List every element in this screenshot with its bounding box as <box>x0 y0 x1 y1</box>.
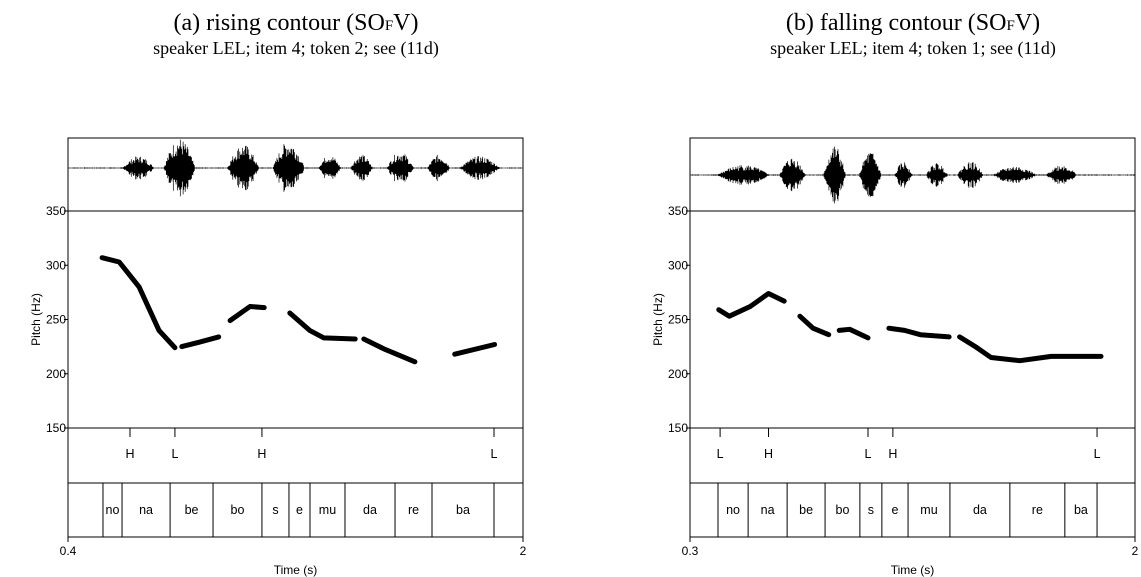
y-tick-label: 350 <box>46 204 66 218</box>
segment-label: be <box>799 503 813 517</box>
chart-title: (a) rising contour (SOFV) <box>174 10 419 36</box>
y-tick-label: 350 <box>668 204 688 218</box>
tone-label: H <box>764 447 773 461</box>
x-tick-label: 0.4 <box>60 544 77 558</box>
title-subscript: F <box>1006 18 1014 34</box>
chart-subtitle: speaker LEL; item 4; token 1; see (11d) <box>770 38 1056 59</box>
chart-subtitle: speaker LEL; item 4; token 2; see (11d) <box>153 38 439 59</box>
segment-label: ba <box>456 503 470 517</box>
y-tick-label: 200 <box>46 367 66 381</box>
y-tick-label: 150 <box>46 421 66 435</box>
segment-label: be <box>185 503 199 517</box>
y-tick-label: 150 <box>668 421 688 435</box>
tone-label: L <box>491 447 498 461</box>
segment-label: no <box>726 503 740 517</box>
frame <box>689 137 1136 538</box>
tone-label: L <box>717 447 724 461</box>
pitch-contour <box>99 255 498 365</box>
x-tick-label: 2 <box>520 544 527 558</box>
x-axis-label: Time (s) <box>891 563 935 577</box>
title-part: (a) rising contour (SO <box>174 10 385 36</box>
x-axis-label: Time (s) <box>274 563 318 577</box>
y-tick-label: 200 <box>668 367 688 381</box>
waveform <box>68 139 523 197</box>
pitch-panel: (a) rising contour (SOFV)speaker LEL; it… <box>29 10 527 577</box>
segment-label: bo <box>231 503 245 517</box>
segment-label: da <box>973 503 987 517</box>
segment-label: re <box>1032 503 1043 517</box>
y-tick-label: 300 <box>46 258 66 272</box>
segment-label: bo <box>836 503 850 517</box>
segment-label: ba <box>1074 503 1088 517</box>
segment-label: s <box>272 503 278 517</box>
waveform <box>690 146 1136 204</box>
segment-label: s <box>868 503 874 517</box>
x-tick-label: 2 <box>1132 544 1139 558</box>
segment-label: mu <box>920 503 937 517</box>
segment-label: re <box>408 503 419 517</box>
tone-label: H <box>888 447 897 461</box>
tone-label: L <box>865 447 872 461</box>
tone-label: H <box>257 447 266 461</box>
y-tick-label: 300 <box>668 258 688 272</box>
segment-label: e <box>296 503 303 517</box>
y-axis-label: Pitch (Hz) <box>651 293 665 346</box>
tone-label: H <box>125 447 134 461</box>
pitch-contour <box>716 291 1104 364</box>
frame <box>67 137 524 538</box>
title-subscript: F <box>385 18 393 34</box>
y-tick-label: 250 <box>668 313 688 327</box>
tone-label: L <box>171 447 178 461</box>
segment-label: no <box>106 503 120 517</box>
title-part: (b) falling contour (SO <box>786 10 1007 36</box>
y-axis-label: Pitch (Hz) <box>29 293 43 346</box>
chart-title: (b) falling contour (SOFV) <box>786 10 1040 36</box>
segment-label: na <box>761 503 775 517</box>
tone-label: L <box>1094 447 1101 461</box>
segment-label: mu <box>319 503 336 517</box>
segment-label: e <box>891 503 898 517</box>
y-tick-label: 250 <box>46 313 66 327</box>
segment-label: na <box>139 503 153 517</box>
title-part: V) <box>393 10 418 36</box>
segment-label: da <box>363 503 377 517</box>
title-part: V) <box>1015 10 1040 36</box>
x-tick-label: 0.3 <box>682 544 699 558</box>
pitch-panel: (b) falling contour (SOFV)speaker LEL; i… <box>651 10 1139 577</box>
